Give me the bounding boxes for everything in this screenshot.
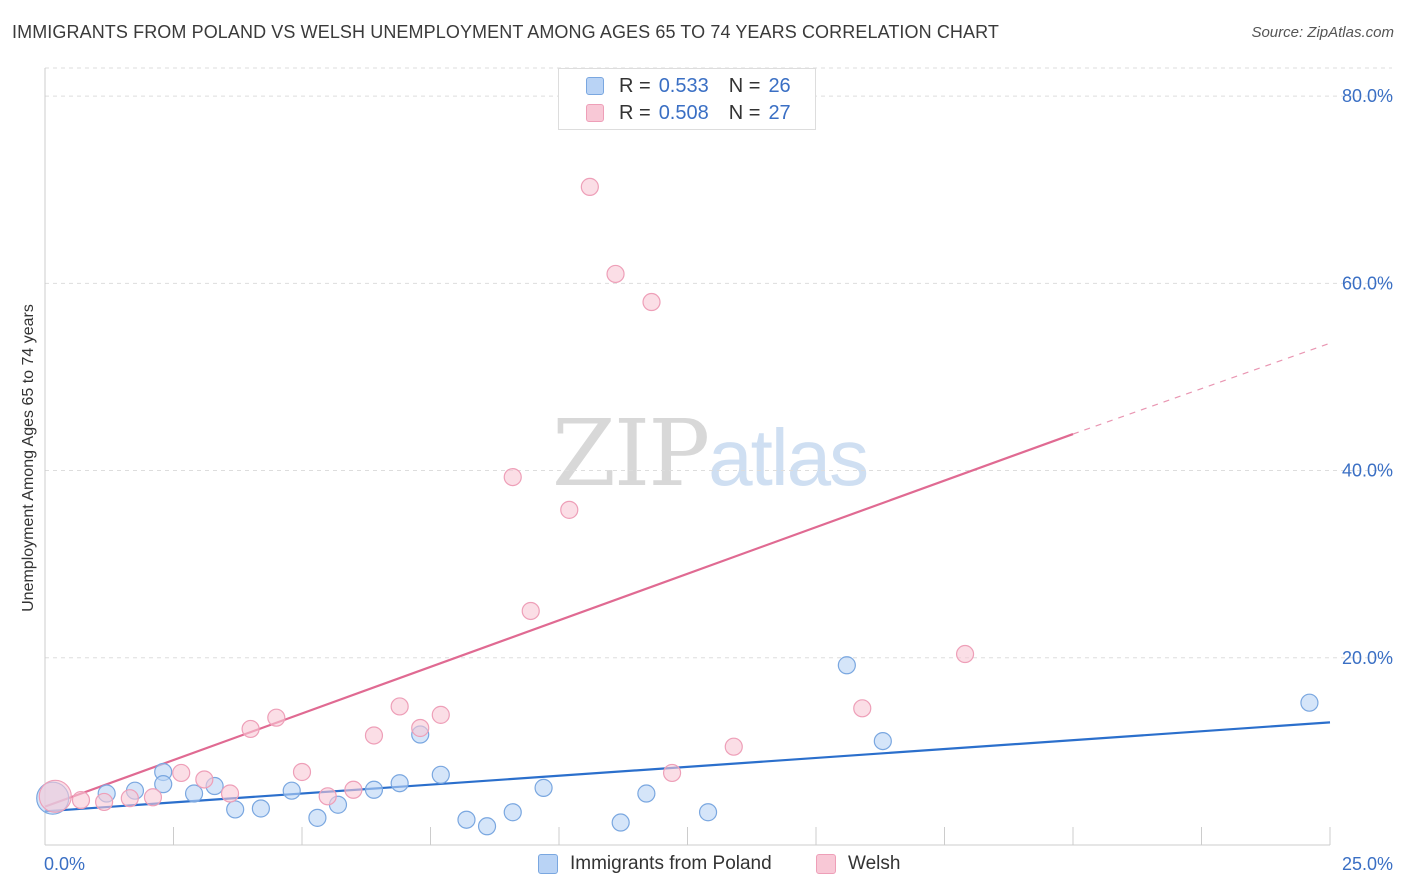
poland-point [873,731,892,751]
bottom-legend-welsh: Welsh [816,852,900,876]
y-tick-label: 20.0% [1342,648,1393,668]
welsh-point [292,762,312,782]
poland-legend-label: Immigrants from Poland [570,853,772,874]
watermark-atlas: atlas [708,413,869,502]
trend-lines [44,342,1331,813]
x-tick-label: 25.0% [1342,854,1393,874]
welsh-point [95,792,114,812]
bottom-legend-poland: Immigrants from Poland [538,852,772,876]
correlation-legend: R = 0.533 N = 26 R = 0.508 N = 27 [558,68,816,130]
legend-n-value: 27 [768,101,791,124]
y-tick-label: 60.0% [1342,273,1393,293]
trend-line [44,432,1074,808]
poland-point [637,784,656,803]
poland-point [534,778,553,797]
data-points [36,177,1319,836]
welsh-point [38,779,72,813]
grid [45,67,1392,659]
poland-point [282,781,301,800]
legend-n-label: N = [728,74,761,97]
welsh-point [143,788,163,807]
legend-row-welsh: R = 0.508 N = 27 [586,100,791,126]
legend-r-label: R = [619,101,651,124]
welsh-point [120,789,139,808]
poland-point [457,810,476,829]
legend-r-value: 0.533 [658,74,709,97]
welsh-point [364,726,384,745]
welsh-point [955,644,975,664]
welsh-point [580,177,599,196]
poland-point [390,774,409,793]
chart-title: IMMIGRANTS FROM POLAND VS WELSH UNEMPLOY… [12,22,1000,42]
source-label: Source: ZipAtlas.com [1251,24,1394,41]
legend-n-value: 26 [768,74,791,97]
trend-line-extension [1072,342,1331,435]
welsh-legend-label: Welsh [848,853,901,874]
poland-point [1300,693,1319,712]
welsh-swatch [586,104,604,122]
watermark-zip: ZIP [552,400,710,507]
y-axis-label: Unemployment Among Ages 65 to 74 years [20,304,37,612]
welsh-point [172,763,191,783]
welsh-point [642,292,661,312]
welsh-point [220,784,240,803]
welsh-point [344,780,363,799]
poland-swatch [586,77,604,95]
trend-line [44,721,1331,813]
welsh-point [521,601,540,621]
poland-point [503,803,522,822]
legend-r-value: 0.508 [658,101,709,124]
poland-point [698,803,718,822]
welsh-point [606,264,625,284]
poland-point [308,808,327,827]
legend-n-label: N = [728,101,761,124]
poland-point [251,799,270,818]
welsh-point [503,467,522,487]
y-tick-label: 40.0% [1342,461,1393,481]
poland-point [226,800,245,819]
axes [44,68,1331,846]
legend-r-label: R = [619,74,651,97]
poland-point [837,656,856,675]
poland-point [184,784,204,803]
welsh-point [431,705,450,724]
watermark: ZIPatlas [552,400,869,507]
poland-point [364,780,384,799]
welsh-legend-swatch [816,854,836,874]
welsh-point [724,737,743,756]
welsh-point [318,787,337,806]
welsh-point [71,790,91,810]
welsh-point [390,697,409,716]
tick-labels: 20.0% 40.0% 60.0% 80.0% 0.0% 25.0% [44,86,1393,874]
y-tick-label: 80.0% [1342,86,1393,106]
welsh-point [241,719,260,739]
poland-point [431,765,450,784]
welsh-point [853,699,872,718]
poland-point [154,775,173,794]
welsh-point [267,708,286,727]
legend-row-poland: R = 0.533 N = 26 [586,73,791,99]
welsh-point [411,718,430,738]
welsh-point [560,500,579,519]
welsh-point [195,770,214,789]
poland-point [477,817,497,836]
x-tick-label: 0.0% [44,854,85,874]
poland-legend-swatch [538,854,558,874]
poland-point [611,813,630,832]
welsh-point [662,763,682,783]
